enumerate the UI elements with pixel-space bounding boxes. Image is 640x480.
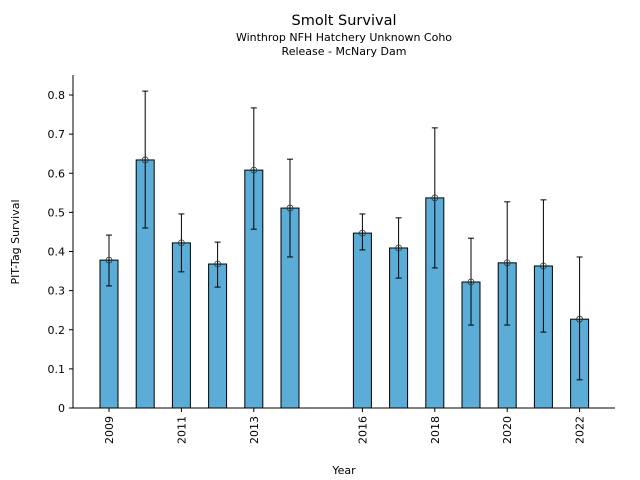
point-marker-2009 [105,256,113,264]
point-marker-2018 [431,194,439,202]
point-marker-2016 [358,229,366,237]
x-tick-label: 2016 [356,416,369,444]
point-marker-2020 [503,259,511,267]
point-marker-2017 [395,244,403,252]
point-marker-2021 [540,262,547,270]
point-marker-2010 [141,156,149,164]
x-axis-label: Year [331,464,356,477]
chart-subtitle-line-2: Release - McNary Dam [281,45,407,58]
x-tick-label: 2022 [574,416,587,444]
y-tick-label: 0.4 [48,246,66,259]
y-tick-label: 0.5 [48,206,66,219]
point-marker-2019 [467,278,475,286]
y-tick-label: 0.1 [48,363,66,376]
point-marker-2022 [576,315,583,323]
y-tick-label: 0.2 [48,324,66,337]
y-axis-label: PIT-Tag Survival [9,199,22,284]
x-tick-label: 2013 [248,416,261,444]
y-tick-label: 0.7 [48,128,66,141]
y-tick-label: 0.3 [48,285,66,298]
chart-subtitle-line-1: Winthrop NFH Hatchery Unknown Coho [235,31,453,44]
point-marker-2012 [214,260,222,268]
point-marker-2014 [286,204,294,212]
bar-2016 [352,232,372,409]
point-marker-2013 [250,166,258,174]
y-tick-label: 0.6 [48,167,66,180]
y-tick-label: 0 [58,402,65,415]
chart-title: Smolt Survival [291,13,397,29]
x-tick-label: 2020 [501,416,514,444]
x-tick-label: 2018 [429,416,442,444]
x-tick-label: 2011 [175,416,188,444]
point-marker-2011 [177,239,185,247]
y-tick-label: 0.8 [48,89,66,102]
x-tick-label: 2009 [103,416,116,444]
